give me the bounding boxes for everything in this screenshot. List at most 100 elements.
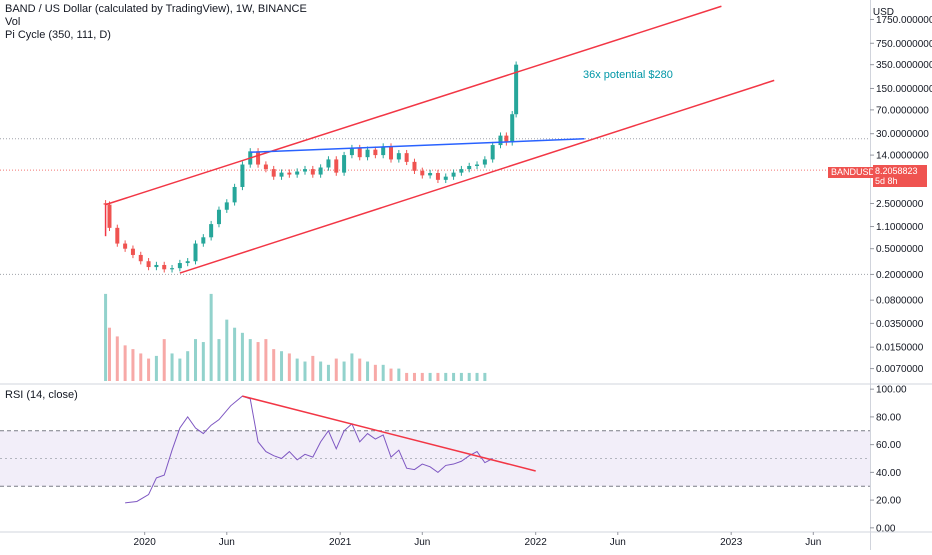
candle-body[interactable] (216, 209, 221, 225)
candle-body[interactable] (138, 254, 143, 262)
volume-bar[interactable] (287, 353, 291, 381)
volume-bar[interactable] (162, 339, 166, 381)
volume-bar[interactable] (154, 355, 158, 381)
volume-bar[interactable] (104, 293, 108, 381)
volume-bar[interactable] (240, 332, 244, 381)
volume-bar[interactable] (397, 368, 401, 381)
volume-bar[interactable] (248, 339, 252, 381)
volume-bar[interactable] (139, 353, 143, 381)
candle-body[interactable] (107, 204, 112, 228)
candle-body[interactable] (123, 243, 128, 249)
volume-bar[interactable] (405, 372, 409, 381)
channel-lower-line[interactable] (179, 79, 775, 274)
candle-body[interactable] (420, 170, 425, 176)
volume-bar[interactable] (217, 339, 221, 381)
candle-body[interactable] (504, 135, 509, 143)
volume-bar[interactable] (311, 355, 315, 381)
volume-bar[interactable] (233, 327, 237, 381)
candle-body[interactable] (349, 148, 354, 156)
volume-bar[interactable] (170, 353, 174, 381)
resistance-trendline[interactable] (250, 138, 585, 153)
candle-body[interactable] (302, 169, 307, 172)
volume-bar[interactable] (428, 372, 432, 381)
volume-bar[interactable] (295, 358, 299, 381)
volume-bar[interactable] (131, 349, 135, 381)
candle-body[interactable] (498, 135, 503, 146)
volume-bar[interactable] (444, 372, 448, 381)
candle-body[interactable] (357, 148, 362, 158)
candle-body[interactable] (279, 172, 284, 177)
volume-bar[interactable] (256, 342, 260, 381)
candle-body[interactable] (490, 145, 495, 160)
candle-body[interactable] (342, 155, 347, 173)
volume-bar[interactable] (452, 372, 456, 381)
volume-bar[interactable] (225, 319, 229, 381)
candle-body[interactable] (482, 159, 487, 165)
candle-body[interactable] (185, 261, 190, 264)
candle-body[interactable] (232, 186, 237, 203)
candle-body[interactable] (201, 237, 206, 244)
candle-body[interactable] (177, 263, 182, 269)
candle-body[interactable] (193, 243, 198, 262)
volume-bar[interactable] (186, 351, 190, 381)
candle-body[interactable] (295, 171, 300, 175)
annotation-text[interactable]: 36x potential $280 (583, 69, 673, 81)
candle-body[interactable] (271, 169, 276, 177)
volume-bar[interactable] (483, 372, 487, 381)
volume-bar[interactable] (342, 361, 346, 381)
candle-body[interactable] (389, 146, 394, 160)
candle-body[interactable] (263, 164, 268, 170)
volume-bar[interactable] (475, 372, 479, 381)
candle-body[interactable] (381, 146, 386, 156)
candle-body[interactable] (170, 268, 175, 270)
volume-bar[interactable] (420, 372, 424, 381)
candle-body[interactable] (467, 165, 472, 170)
candle-body[interactable] (334, 159, 339, 173)
candle-body[interactable] (396, 153, 401, 160)
candle-body[interactable] (209, 224, 214, 238)
rsi-trendline[interactable] (242, 395, 536, 472)
price-badge-symbol[interactable]: BANDUSD (828, 167, 879, 178)
candle-body[interactable] (326, 159, 331, 168)
pi-cycle-indicator-label[interactable]: Pi Cycle (350, 111, D) (5, 29, 111, 41)
volume-bar[interactable] (358, 358, 362, 381)
candle-body[interactable] (115, 227, 120, 244)
volume-bar[interactable] (366, 361, 370, 381)
candle-body[interactable] (451, 172, 456, 177)
channel-upper-line[interactable] (105, 5, 722, 206)
volume-bar[interactable] (412, 372, 416, 381)
candle-body[interactable] (443, 176, 448, 180)
candle-body[interactable] (514, 64, 519, 115)
candle-body[interactable] (240, 164, 245, 187)
candle-body[interactable] (318, 167, 323, 175)
candle-body[interactable] (475, 164, 480, 166)
candle-body[interactable] (428, 172, 433, 176)
volume-bar[interactable] (147, 358, 151, 381)
volume-indicator-label[interactable]: Vol (5, 16, 21, 28)
volume-bar[interactable] (326, 364, 330, 381)
volume-bar[interactable] (467, 372, 471, 381)
candle-body[interactable] (435, 172, 440, 180)
volume-bar[interactable] (264, 339, 268, 381)
volume-bar[interactable] (303, 361, 307, 381)
candle-body[interactable] (224, 202, 229, 210)
volume-bar[interactable] (389, 368, 393, 381)
candle-body[interactable] (256, 151, 261, 165)
candle-body[interactable] (130, 248, 135, 255)
volume-bar[interactable] (381, 364, 385, 381)
volume-bar[interactable] (272, 349, 276, 381)
volume-bar[interactable] (280, 351, 284, 381)
volume-bar[interactable] (115, 336, 119, 381)
rsi-indicator-label[interactable]: RSI (14, close) (5, 389, 78, 401)
candle-body[interactable] (459, 169, 464, 173)
volume-bar[interactable] (209, 293, 213, 381)
candle-body[interactable] (365, 149, 370, 158)
candle-body[interactable] (404, 153, 409, 162)
volume-bar[interactable] (373, 364, 377, 381)
chart-title[interactable]: BAND / US Dollar (calculated by TradingV… (5, 3, 307, 15)
volume-bar[interactable] (201, 342, 205, 381)
candle-body[interactable] (412, 161, 417, 171)
volume-bar[interactable] (178, 358, 182, 381)
candle-body[interactable] (510, 114, 515, 143)
